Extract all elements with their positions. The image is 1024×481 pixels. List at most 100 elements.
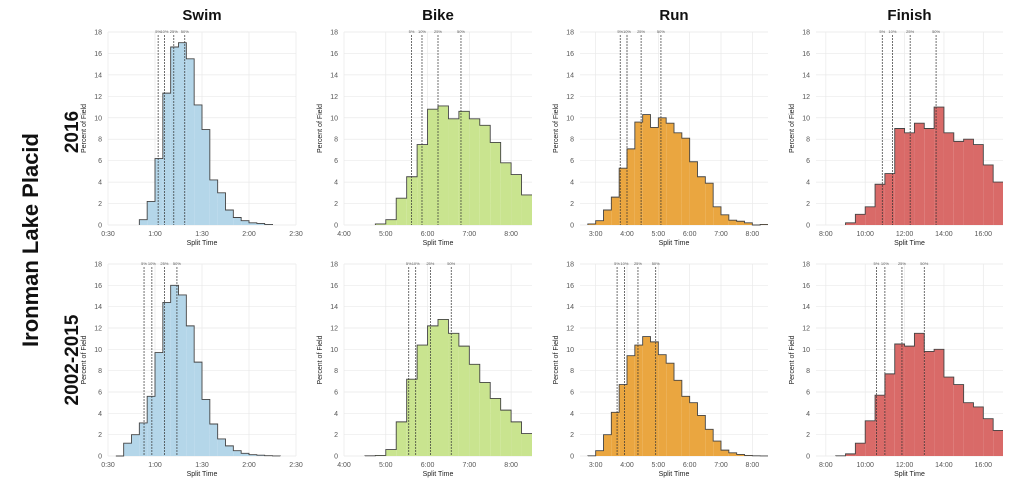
histogram-bar bbox=[705, 183, 714, 225]
y-tick-label: 2 bbox=[98, 432, 102, 439]
histogram-bar bbox=[178, 42, 187, 225]
x-tick-label: 3:00 bbox=[589, 462, 603, 469]
histogram-bar bbox=[209, 424, 218, 456]
percentile-label: 25% bbox=[906, 29, 914, 34]
histogram-bar bbox=[728, 220, 737, 225]
x-tick-label: 7:00 bbox=[463, 462, 477, 469]
x-tick-label: 7:00 bbox=[714, 231, 728, 238]
histogram-bar bbox=[202, 129, 210, 225]
percentile-label: 25% bbox=[426, 261, 434, 266]
y-axis-label: Percent of Field bbox=[789, 335, 796, 384]
histogram-bar bbox=[894, 128, 905, 225]
histogram-bar bbox=[233, 217, 242, 225]
histogram-bar bbox=[603, 209, 612, 225]
y-tick-label: 12 bbox=[802, 94, 810, 101]
histogram-bar bbox=[256, 223, 265, 225]
histogram-bar bbox=[162, 93, 171, 225]
x-tick-label: 2:00 bbox=[242, 462, 256, 469]
histogram-bar bbox=[924, 128, 935, 225]
y-tick-label: 12 bbox=[94, 94, 102, 101]
histogram-bar bbox=[865, 420, 876, 456]
histogram-bar bbox=[170, 47, 179, 226]
histogram-bar bbox=[705, 429, 714, 456]
x-tick-label: 5:00 bbox=[379, 231, 393, 238]
panel-title: Finish bbox=[887, 7, 931, 24]
y-axis-label: Percent of Field bbox=[789, 104, 796, 153]
y-tick-label: 0 bbox=[98, 223, 102, 230]
histogram-bar bbox=[225, 209, 234, 225]
y-tick-label: 12 bbox=[330, 94, 338, 101]
y-tick-label: 6 bbox=[334, 390, 338, 397]
histogram-bar bbox=[627, 355, 635, 456]
percentile-label: 25% bbox=[637, 29, 645, 34]
histogram-bar bbox=[736, 454, 745, 456]
x-tick-label: 6:00 bbox=[421, 462, 435, 469]
histogram-bar bbox=[202, 399, 210, 456]
histogram-bar bbox=[924, 351, 935, 456]
x-tick-label: 12:00 bbox=[896, 462, 914, 469]
y-tick-label: 8 bbox=[98, 137, 102, 144]
x-axis-label: Split Time bbox=[187, 471, 218, 478]
y-tick-label: 2 bbox=[98, 201, 102, 208]
y-tick-label: 16 bbox=[94, 51, 102, 58]
histogram-bar bbox=[689, 402, 698, 456]
histogram-bar bbox=[674, 380, 682, 456]
histogram-bar bbox=[249, 454, 257, 456]
x-tick-label: 14:00 bbox=[935, 462, 953, 469]
x-tick-label: 10:00 bbox=[856, 231, 874, 238]
y-tick-label: 8 bbox=[334, 137, 338, 144]
histogram-panel-swim-2002-2015: 0 2 4 6 8 10 12 14 16 18 0:30 1:00 1:30 2:00 2:30 Split… bbox=[81, 261, 303, 478]
histogram-bar bbox=[642, 114, 651, 225]
histogram-bar bbox=[845, 222, 856, 225]
y-axis-label: Percent of Field bbox=[81, 335, 88, 384]
x-tick-label: 7:00 bbox=[714, 462, 728, 469]
percentile-label: 10% bbox=[623, 29, 631, 34]
y-tick-label: 14 bbox=[802, 72, 810, 79]
histogram-bar bbox=[209, 179, 218, 225]
x-tick-label: 12:00 bbox=[896, 231, 914, 238]
percentile-label: 10% bbox=[888, 29, 896, 34]
percentile-label: 5% bbox=[155, 29, 161, 34]
histogram-bar bbox=[904, 132, 915, 225]
x-tick-label: 5:00 bbox=[652, 231, 666, 238]
y-tick-label: 16 bbox=[330, 51, 338, 58]
histogram-bar bbox=[178, 294, 187, 456]
y-tick-label: 8 bbox=[806, 137, 810, 144]
histogram-bar bbox=[713, 206, 721, 225]
percentile-label: 50% bbox=[457, 29, 465, 34]
percentile-label: 25% bbox=[170, 29, 178, 34]
percentile-label: 50% bbox=[652, 261, 660, 266]
x-axis-label: Split Time bbox=[659, 240, 690, 247]
percentile-label: 5% bbox=[141, 261, 147, 266]
histogram-bar bbox=[595, 450, 604, 456]
histogram-bar bbox=[627, 148, 635, 225]
histogram-bar bbox=[479, 125, 491, 225]
panel-title: Bike bbox=[422, 7, 454, 24]
histogram-bar bbox=[217, 438, 226, 456]
histogram-bar bbox=[658, 354, 667, 456]
histogram-bar bbox=[894, 344, 905, 456]
y-tick-label: 12 bbox=[566, 94, 574, 101]
histogram-outline bbox=[587, 336, 768, 457]
percentile-label: 50% bbox=[920, 261, 928, 266]
percentile-label: 10% bbox=[620, 261, 628, 266]
y-tick-label: 0 bbox=[98, 454, 102, 461]
y-axis-label: Percent of Field bbox=[553, 335, 560, 384]
y-tick-label: 4 bbox=[334, 411, 338, 418]
histogram-outline bbox=[364, 319, 532, 457]
histogram-bar bbox=[417, 345, 428, 456]
y-tick-label: 6 bbox=[806, 158, 810, 165]
y-tick-label: 0 bbox=[806, 223, 810, 230]
y-tick-label: 6 bbox=[334, 158, 338, 165]
x-tick-label: 16:00 bbox=[975, 462, 993, 469]
x-tick-label: 2:30 bbox=[289, 462, 303, 469]
histogram-bar bbox=[417, 144, 428, 225]
histogram-bar bbox=[147, 396, 155, 456]
histogram-bar bbox=[855, 214, 866, 225]
y-tick-label: 6 bbox=[806, 390, 810, 397]
y-tick-label: 4 bbox=[806, 180, 810, 187]
histogram-bar bbox=[511, 421, 522, 456]
x-tick-label: 3:00 bbox=[589, 231, 603, 238]
histogram-bar bbox=[963, 402, 974, 456]
y-tick-label: 6 bbox=[570, 158, 574, 165]
